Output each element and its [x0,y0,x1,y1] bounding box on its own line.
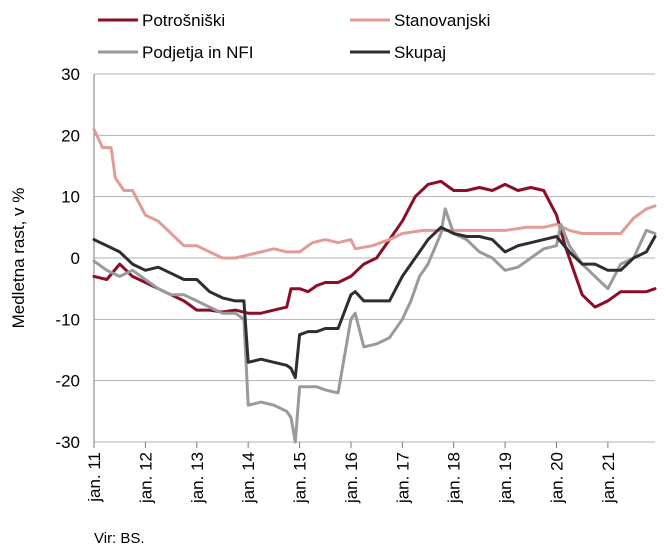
legend-label: Stanovanjski [394,11,490,30]
x-tick-label: jan. 17 [393,452,412,504]
y-tick-label: 0 [71,249,80,268]
x-tick-label: jan. 15 [291,452,310,504]
y-axis-title: Medletna rast, v % [9,188,28,329]
series-line-1 [92,127,657,260]
legend: Potrošniški Stanovanjski Podjetja in NFI Sk… [98,11,490,62]
x-tick-label: jan. 13 [188,452,207,504]
series-lines [92,127,657,444]
x-tick-label: jan. 16 [342,452,361,504]
legend-label: Skupaj [394,43,446,62]
axes: 30 20 10 0 -10 -20 -30 jan. 11 jan. 12 jan. 13 jan… [55,65,617,504]
grid [94,73,655,443]
y-tick-label: -10 [55,310,80,329]
x-tick-label: jan. 19 [496,452,515,504]
legend-label: Podjetja in NFI [142,43,254,62]
y-tick-label: 30 [61,65,80,84]
y-tick-label: -30 [55,433,80,452]
y-tick-label: 20 [61,126,80,145]
x-tick-label: jan. 20 [548,452,567,504]
x-tick-label: jan. 12 [136,452,155,504]
x-tick-label: jan. 21 [599,452,618,504]
x-tick-label: jan. 18 [445,452,464,504]
y-tick-label: 10 [61,188,80,207]
legend-label: Potrošniški [142,11,225,30]
series-line-3 [92,225,657,380]
x-tick-label: jan. 11 [85,452,104,503]
source-note: Vir: BS. [94,530,145,547]
y-tick-label: -20 [55,372,80,391]
x-tick-label: jan. 14 [239,452,258,504]
